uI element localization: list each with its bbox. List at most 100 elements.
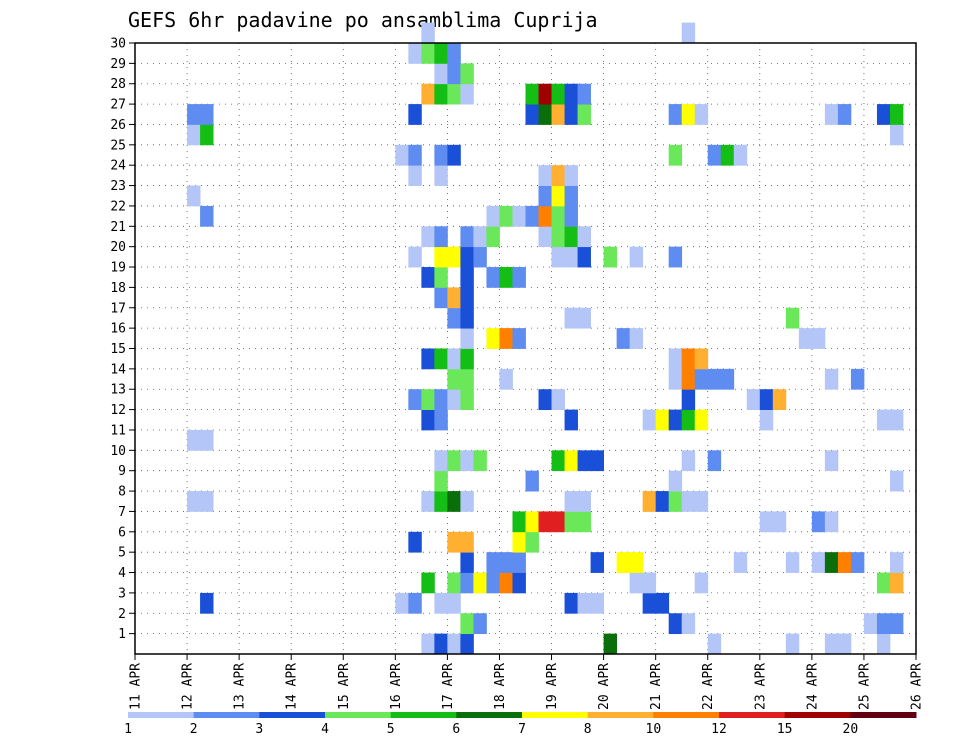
heatmap-cell — [421, 43, 435, 64]
heatmap-cell — [824, 368, 839, 390]
heatmap-cell — [460, 83, 474, 105]
legend-label: 20 — [843, 722, 859, 737]
heatmap-cell — [642, 491, 657, 512]
heatmap-cell — [564, 246, 578, 268]
heatmap-cell — [876, 633, 891, 655]
x-tick-label: 11 APR — [129, 663, 144, 710]
heatmap-cell — [421, 633, 435, 655]
heatmap-cell — [837, 633, 852, 655]
heatmap-cell — [876, 572, 891, 594]
heatmap-cell — [460, 287, 474, 309]
y-tick-label: 14 — [110, 362, 126, 377]
heatmap-cell — [434, 63, 448, 85]
heatmap-cell — [863, 613, 878, 635]
heatmap-cell — [668, 246, 683, 268]
heatmap-cell — [187, 124, 201, 146]
x-tick-label: 13 APR — [233, 663, 248, 710]
heatmap-cell — [434, 165, 448, 186]
heatmap-cell — [486, 226, 500, 248]
heatmap-cell — [447, 63, 461, 85]
heatmap-cell — [499, 552, 513, 573]
heatmap-cell — [642, 572, 657, 594]
y-tick-label: 26 — [110, 118, 126, 133]
heatmap-cell — [460, 246, 474, 268]
heatmap-cell — [655, 491, 670, 512]
heatmap-cell — [681, 368, 696, 390]
x-tick-label: 23 APR — [753, 663, 768, 710]
heatmap-cell — [681, 389, 696, 410]
y-tick-label: 7 — [118, 505, 126, 520]
heatmap-cell — [434, 633, 448, 655]
heatmap-cell — [447, 287, 461, 309]
heatmap-cell — [668, 613, 683, 635]
heatmap-cell — [460, 63, 474, 85]
heatmap-cell — [473, 572, 487, 594]
heatmap-cell — [421, 572, 435, 594]
y-tick-label: 23 — [110, 179, 126, 194]
color-legend: 1 2 3 4 5 6 7 8 10 12 15 20 — [124, 712, 917, 737]
heatmap-cell — [824, 511, 839, 533]
heatmap-cell — [681, 450, 696, 472]
heatmap-cell — [629, 572, 644, 594]
heatmap-cell — [889, 572, 904, 594]
y-tick-label: 22 — [110, 199, 126, 214]
heatmap-cell — [564, 104, 578, 125]
heatmap-cell — [525, 104, 539, 125]
heatmap-cell — [889, 409, 904, 431]
heatmap-cell — [460, 328, 474, 349]
legend-label: 15 — [777, 722, 793, 737]
heatmap-cell — [551, 205, 565, 227]
heatmap-cell — [694, 409, 709, 431]
y-tick-label: 4 — [118, 566, 126, 581]
heatmap-cell — [577, 226, 591, 248]
heatmap-cell — [577, 307, 591, 329]
heatmap-cell — [538, 226, 552, 248]
y-tick-label: 9 — [118, 464, 126, 479]
heatmap-cell — [434, 43, 448, 64]
heatmap-cell — [408, 43, 422, 64]
heatmap-cell — [434, 470, 448, 492]
x-tick-label: 21 APR — [649, 663, 664, 710]
legend-label: 4 — [321, 722, 329, 737]
heatmap-cell — [616, 328, 631, 349]
heatmap-cell — [499, 267, 513, 288]
y-tick-label: 10 — [110, 444, 126, 459]
heatmap-cell — [577, 246, 591, 268]
heatmap-cell — [668, 409, 683, 431]
legend-label: 3 — [255, 722, 263, 737]
heatmap-cell — [421, 226, 435, 248]
heatmap-cell — [694, 491, 709, 512]
heatmap-cell — [200, 104, 214, 125]
heatmap-cell — [551, 246, 565, 268]
heatmap-cell — [187, 491, 201, 512]
heatmap-cell — [590, 552, 604, 573]
heatmap-cell — [473, 246, 487, 268]
y-tick-label: 3 — [118, 586, 126, 601]
x-tick-label: 17 APR — [441, 663, 456, 710]
heatmap-cell — [447, 83, 461, 105]
legend-label: 6 — [452, 722, 460, 737]
heatmap-cell — [837, 552, 852, 573]
heatmap-cell — [629, 246, 644, 268]
y-tick-label: 13 — [110, 383, 126, 398]
heatmap-cell — [772, 389, 787, 410]
x-axis: 11 APR 12 APR 13 APR 14 APR 15 APR 16 APR 17 A… — [129, 654, 925, 710]
heatmap-cell — [408, 592, 422, 614]
heatmap-cell — [551, 165, 565, 186]
heatmap-cell — [824, 552, 839, 573]
heatmap-cell — [681, 22, 696, 44]
heatmap-cell — [187, 429, 201, 451]
heatmap-cell — [850, 368, 865, 390]
heatmap-cell — [200, 124, 214, 146]
heatmap-cell — [460, 531, 474, 553]
heatmap-cell — [876, 104, 891, 125]
y-tick-label: 12 — [110, 403, 126, 418]
heatmap-cell — [603, 246, 618, 268]
heatmap-cell — [577, 104, 591, 125]
x-tick-label: 12 APR — [181, 663, 196, 710]
heatmap-cells — [187, 22, 904, 655]
heatmap-cell — [733, 144, 748, 166]
heatmap-cell — [824, 104, 839, 125]
heatmap-cell — [538, 165, 552, 186]
